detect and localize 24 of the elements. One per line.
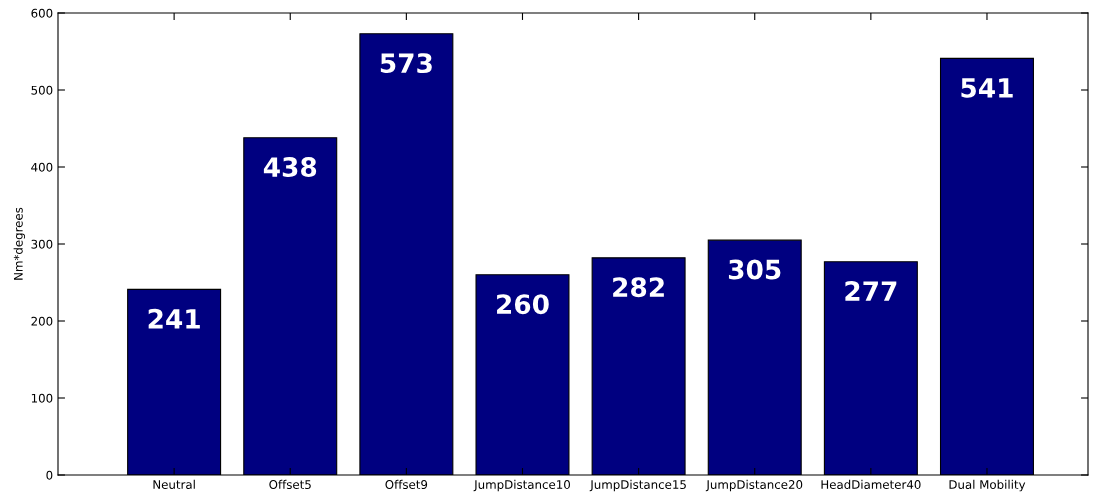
y-tick-label: 300 — [31, 239, 53, 249]
data-label: 260 — [497, 294, 549, 315]
y-axis-title: Nm*degrees — [13, 207, 26, 280]
y-tick-label: 600 — [31, 8, 53, 18]
y-tick-label: 500 — [31, 85, 53, 95]
y-tick-label: 200 — [31, 316, 53, 326]
x-tick-label: JumpDistance15 — [589, 479, 686, 492]
x-tick-label: Offset9 — [385, 479, 428, 489]
x-tick-label: Offset5 — [269, 479, 311, 489]
data-label: 438 — [263, 157, 317, 178]
data-label: 573 — [380, 53, 432, 74]
data-label: 541 — [961, 78, 1013, 98]
y-tick-label: 100 — [31, 393, 53, 403]
x-tick-label: Neutral — [153, 479, 195, 489]
y-tick-label: 400 — [31, 162, 53, 172]
x-tick-label: JumpDistance20 — [705, 479, 803, 492]
x-tick-label: JumpDistance10 — [473, 479, 570, 492]
data-label: 305 — [728, 259, 781, 280]
data-label: 241 — [148, 308, 200, 329]
x-tick-label: HeadDiameter40 — [821, 479, 921, 489]
y-tick-label: 0 — [46, 470, 53, 480]
data-label: 282 — [613, 277, 664, 298]
x-tick-label: Dual Mobility — [949, 479, 1026, 492]
data-label: 277 — [845, 281, 897, 301]
